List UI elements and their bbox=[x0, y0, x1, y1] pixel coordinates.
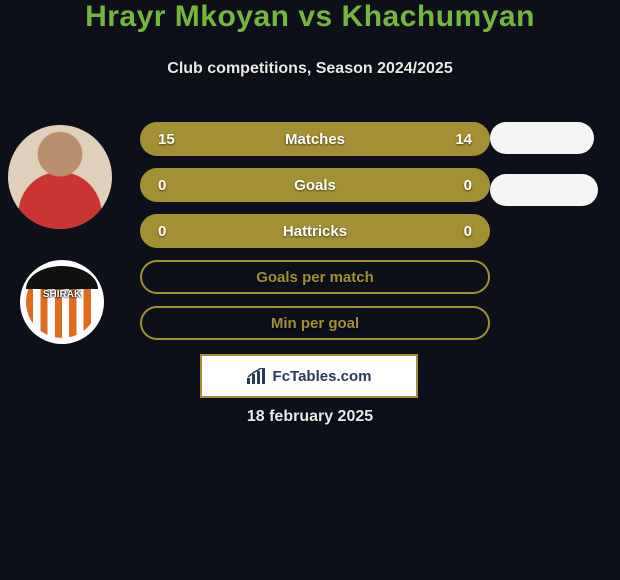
player1-club-badge: SHIRAK bbox=[20, 260, 104, 344]
stat-label: Goals per match bbox=[142, 269, 488, 286]
stat-label: Matches bbox=[142, 131, 488, 148]
stat-row: Goals per match bbox=[140, 260, 490, 294]
player2-club-placeholder bbox=[490, 174, 598, 206]
subtitle: Club competitions, Season 2024/2025 bbox=[0, 60, 620, 78]
brand-attribution: FcTables.com bbox=[200, 354, 418, 398]
comparison-infographic: Hrayr Mkoyan vs Khachumyan Club competit… bbox=[0, 0, 620, 580]
title-vs: vs bbox=[298, 0, 332, 33]
stat-row: 15Matches14 bbox=[140, 122, 490, 156]
person-silhouette-icon bbox=[8, 125, 112, 229]
title-player1: Hrayr Mkoyan bbox=[85, 0, 289, 33]
stat-label: Min per goal bbox=[142, 315, 488, 332]
brand-text: FcTables.com bbox=[273, 368, 372, 385]
date-label: 18 february 2025 bbox=[0, 408, 620, 426]
stat-row: Min per goal bbox=[140, 306, 490, 340]
title-player2: Khachumyan bbox=[342, 0, 535, 33]
stat-row: 0Goals0 bbox=[140, 168, 490, 202]
player1-photo bbox=[8, 125, 112, 229]
page-title: Hrayr Mkoyan vs Khachumyan bbox=[0, 0, 620, 34]
stat-label: Hattricks bbox=[142, 223, 488, 240]
stat-label: Goals bbox=[142, 177, 488, 194]
club-badge-icon: SHIRAK bbox=[26, 266, 98, 338]
club-badge-text: SHIRAK bbox=[43, 289, 81, 300]
stat-row: 0Hattricks0 bbox=[140, 214, 490, 248]
bar-chart-icon bbox=[247, 368, 267, 384]
player2-photo-placeholder bbox=[490, 122, 594, 154]
